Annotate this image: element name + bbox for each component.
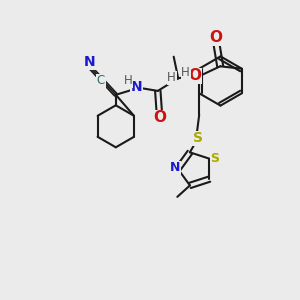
Text: H: H [181, 66, 190, 79]
Text: S: S [210, 152, 219, 165]
Text: H: H [167, 71, 176, 84]
Text: O: O [188, 68, 201, 83]
Text: O: O [209, 30, 223, 45]
Text: N: N [84, 56, 95, 69]
Text: N: N [170, 161, 181, 174]
Text: C: C [97, 74, 105, 88]
Text: S: S [193, 131, 203, 145]
Text: H: H [123, 74, 132, 87]
Text: O: O [154, 110, 167, 125]
Text: N: N [130, 80, 142, 94]
